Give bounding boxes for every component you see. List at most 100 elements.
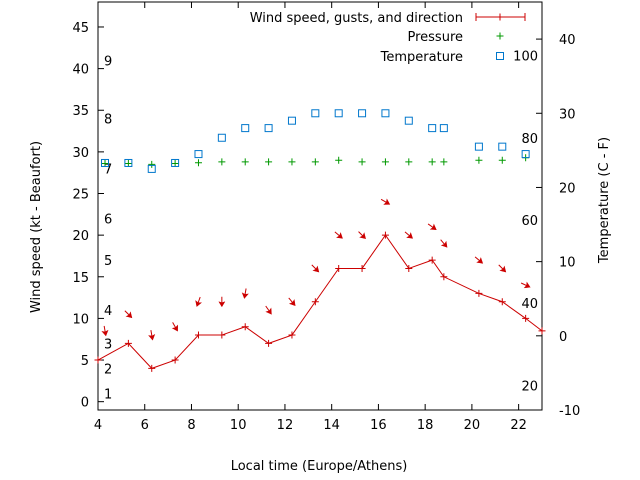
- pressure-point: [475, 156, 483, 164]
- legend-sample-wind: [475, 13, 526, 21]
- x-tick-label: 22: [510, 418, 527, 433]
- wind-speed-point: [241, 323, 249, 331]
- wind-speed-point: [265, 339, 273, 347]
- left-y-tick-label: 45: [72, 21, 89, 36]
- wind-direction-arrow: [288, 297, 296, 306]
- temperature-point: [311, 109, 320, 118]
- x-axis-label: Local time (Europe/Athens): [231, 459, 408, 474]
- plot-area: [94, 109, 546, 372]
- x-tick-label: 4: [94, 418, 102, 433]
- wind-speed-point: [498, 298, 506, 306]
- wind-direction-arrow: [520, 281, 531, 289]
- wind-direction-arrow: [195, 296, 202, 307]
- axis-labels: Local time (Europe/Athens) Wind speed (k…: [29, 137, 612, 474]
- temperature-point: [404, 116, 413, 125]
- pressure-point: [101, 160, 109, 168]
- temperature-point: [101, 158, 110, 167]
- wind-direction-arrow: [440, 239, 448, 248]
- pressure-point: [288, 158, 296, 166]
- legend-wind-marker: [496, 13, 504, 21]
- pressure-point: [241, 158, 249, 166]
- fahrenheit-label: 40: [521, 297, 538, 312]
- left-y-tick-label: 0: [81, 396, 89, 411]
- beaufort-label: 6: [104, 212, 112, 227]
- beaufort-label: 8: [104, 113, 112, 128]
- wind-direction-arrow: [380, 198, 391, 205]
- x-tick-label: 6: [141, 418, 149, 433]
- temperature-point: [194, 150, 203, 159]
- temperature-point: [439, 124, 448, 133]
- x-tick-label: 8: [187, 418, 195, 433]
- wind-speed-point: [405, 264, 413, 272]
- right-y-tick-label: 40: [559, 33, 576, 48]
- wind-direction-arrow: [124, 310, 133, 319]
- wind-direction-arrow: [358, 231, 366, 240]
- wind-speed-point: [218, 331, 226, 339]
- wind-direction-arrow: [218, 296, 226, 308]
- x-tick-label: 14: [323, 418, 340, 433]
- x-tick-label: 16: [370, 418, 387, 433]
- wind-direction-arrow: [427, 223, 437, 230]
- temperature-point: [147, 164, 156, 173]
- pressure-point: [218, 158, 226, 166]
- right-y-tick-label: 10: [559, 256, 576, 271]
- left-y-tick-label: 40: [72, 63, 89, 78]
- temperature-point: [287, 116, 296, 125]
- wind-speed-point: [475, 289, 483, 297]
- wind-direction-arrow: [404, 231, 414, 239]
- legend: Wind speed, gusts, and direction Pressur…: [250, 11, 526, 65]
- right-y-tick-label: 30: [559, 107, 576, 122]
- x-tick-label: 18: [417, 418, 434, 433]
- wind-speed-point: [428, 256, 436, 264]
- temperature-point: [358, 109, 367, 118]
- left-y-tick-label: 5: [81, 354, 89, 369]
- left-y-tick-label: 15: [72, 271, 89, 286]
- pressure-point: [124, 160, 132, 168]
- wind-direction-arrow: [498, 264, 507, 273]
- wind-direction-arrow: [265, 305, 272, 315]
- temperature-point: [474, 142, 483, 151]
- wind-speed-point: [538, 327, 546, 335]
- wind-speed-point: [335, 264, 343, 272]
- fahrenheit-label: 80: [521, 132, 538, 147]
- legend-label-wind: Wind speed, gusts, and direction: [250, 11, 463, 26]
- right-y-tick-label: -10: [559, 404, 580, 419]
- temperature-point: [124, 158, 133, 167]
- beaufort-label: 7: [104, 163, 112, 178]
- beaufort-label: 4: [104, 304, 112, 319]
- pressure-point: [405, 158, 413, 166]
- left-y-tick-label: 20: [72, 229, 89, 244]
- temperature-point: [498, 142, 507, 151]
- right-y-tick-label: 0: [559, 330, 567, 345]
- beaufort-label: 3: [104, 337, 112, 352]
- beaufort-label: 2: [104, 362, 112, 377]
- legend-sample-temperature: [496, 52, 504, 60]
- temperature-point: [334, 109, 343, 118]
- wind-direction-arrow: [101, 325, 109, 337]
- temperature-point: [264, 124, 273, 133]
- pressure-point: [498, 156, 506, 164]
- x-tick-label: 12: [277, 418, 294, 433]
- wind-speed-point: [522, 314, 530, 322]
- legend-label-pressure: Pressure: [407, 30, 463, 45]
- pressure-point: [335, 156, 343, 164]
- wind-direction-arrow: [474, 256, 484, 264]
- wind-speed-point: [148, 364, 156, 372]
- legend-label-temperature: Temperature: [380, 50, 463, 65]
- wind-direction-arrow: [171, 322, 178, 332]
- wind-speed-point: [381, 231, 389, 239]
- right-y-axis-label: Temperature (C - F): [597, 137, 612, 264]
- pressure-point: [428, 158, 436, 166]
- fahrenheit-label: 60: [521, 214, 538, 229]
- pressure-point: [171, 160, 179, 168]
- plot-border: [97, 1, 543, 411]
- temperature-point: [241, 124, 250, 133]
- temperature-point: [217, 133, 226, 142]
- pressure-point: [358, 158, 366, 166]
- temperature-point: [521, 150, 530, 159]
- wind-direction-arrow: [148, 330, 156, 341]
- wind-speed-point: [311, 298, 319, 306]
- left-y-tick-label: 30: [72, 146, 89, 161]
- left-y-tick-label: 35: [72, 104, 89, 119]
